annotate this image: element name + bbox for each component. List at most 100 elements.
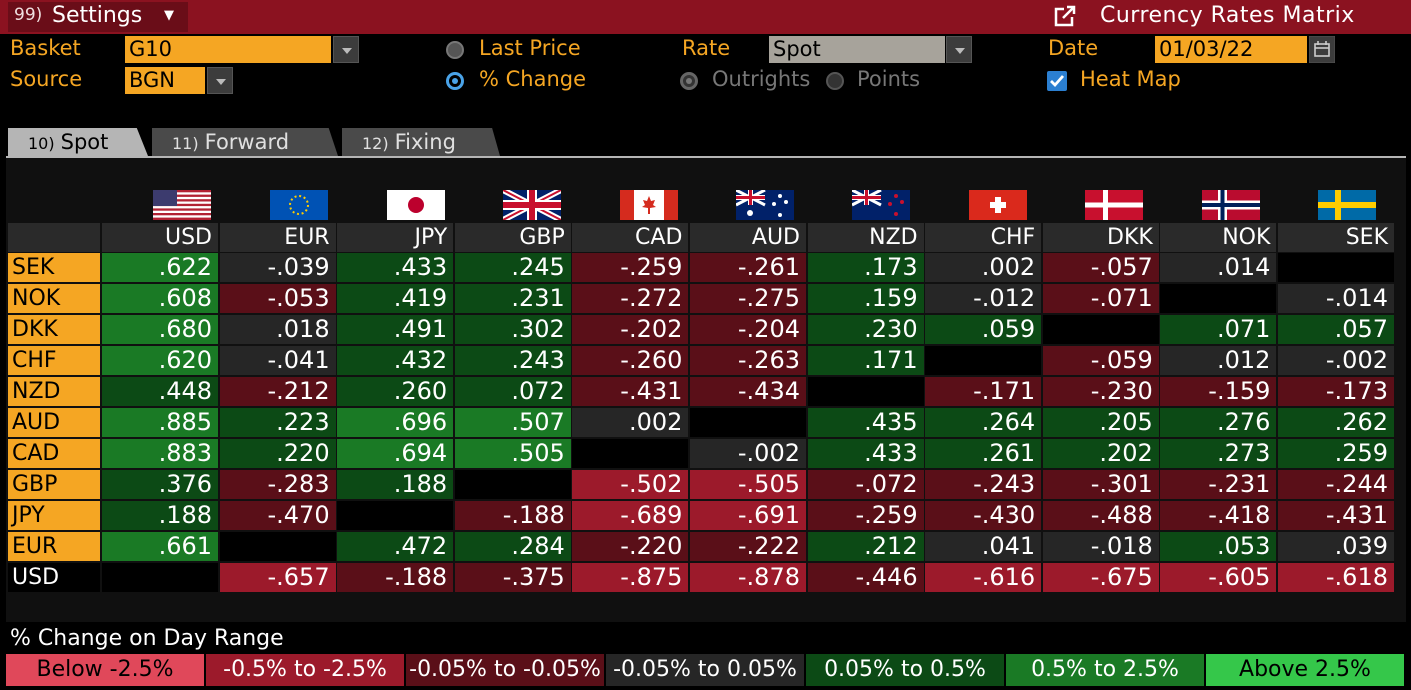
rate-cell[interactable]: -.072 <box>807 470 924 499</box>
settings-label[interactable]: Settings <box>52 3 143 28</box>
rate-cell[interactable]: .059 <box>925 315 1042 344</box>
rate-cell[interactable]: -.244 <box>1278 470 1394 499</box>
rate-cell[interactable] <box>1160 284 1277 313</box>
rate-cell[interactable]: .622 <box>102 253 218 282</box>
rate-cell[interactable]: -.875 <box>572 563 689 592</box>
rate-field[interactable]: Spot <box>769 36 945 63</box>
rate-cell[interactable]: -.053 <box>219 284 336 313</box>
rate-cell[interactable]: -.012 <box>925 284 1042 313</box>
column-header-gbp[interactable]: GBP <box>454 223 571 252</box>
rate-cell[interactable]: .432 <box>337 346 454 375</box>
rate-cell[interactable]: .188 <box>102 501 218 530</box>
rate-cell[interactable]: -.212 <box>219 377 336 406</box>
rate-cell[interactable]: .260 <box>337 377 454 406</box>
row-header-eur[interactable]: EUR <box>8 532 100 561</box>
rate-cell[interactable]: .433 <box>337 253 454 282</box>
rate-cell[interactable]: -.014 <box>1278 284 1394 313</box>
row-header-jpy[interactable]: JPY <box>8 501 100 530</box>
rate-cell[interactable]: -.605 <box>1160 563 1277 592</box>
rate-cell[interactable]: -.039 <box>219 253 336 282</box>
rate-cell[interactable]: .012 <box>1160 346 1277 375</box>
rate-cell[interactable]: -.059 <box>1042 346 1159 375</box>
rate-cell[interactable] <box>337 501 454 530</box>
tab-fixing[interactable]: 12) Fixing <box>342 128 500 156</box>
last-price-radio[interactable] <box>446 41 464 59</box>
row-header-chf[interactable]: CHF <box>8 346 100 375</box>
rate-cell[interactable]: .433 <box>807 439 924 468</box>
rate-cell[interactable]: .376 <box>102 470 218 499</box>
rate-cell[interactable]: -.259 <box>572 253 689 282</box>
rate-cell[interactable]: -.446 <box>807 563 924 592</box>
rate-cell[interactable]: .230 <box>807 315 924 344</box>
caret-down-icon[interactable]: ▼ <box>164 8 174 23</box>
rate-cell[interactable]: .188 <box>337 470 454 499</box>
rate-cell[interactable]: .202 <box>1042 439 1159 468</box>
rate-cell[interactable]: -.188 <box>454 501 571 530</box>
rate-cell[interactable]: .885 <box>102 408 218 437</box>
rate-cell[interactable]: .505 <box>454 439 571 468</box>
rate-cell[interactable]: .259 <box>1278 439 1394 468</box>
rate-cell[interactable]: -.018 <box>1042 532 1159 561</box>
rate-cell[interactable]: -.263 <box>690 346 806 375</box>
last-price-label[interactable]: Last Price <box>479 36 581 60</box>
row-header-nok[interactable]: NOK <box>8 284 100 313</box>
row-header-sek[interactable]: SEK <box>8 253 100 282</box>
points-label[interactable]: Points <box>857 67 921 91</box>
rate-cell[interactable] <box>1042 315 1159 344</box>
rate-cell[interactable] <box>102 563 218 592</box>
rate-cell[interactable]: .041 <box>925 532 1042 561</box>
rate-cell[interactable]: .472 <box>337 532 454 561</box>
rate-cell[interactable]: -.488 <box>1042 501 1159 530</box>
rate-cell[interactable] <box>219 532 336 561</box>
rate-cell[interactable]: -.222 <box>690 532 806 561</box>
rate-cell[interactable]: .243 <box>454 346 571 375</box>
rate-cell[interactable]: .273 <box>1160 439 1277 468</box>
basket-dropdown-icon[interactable] <box>333 36 359 63</box>
rate-cell[interactable]: .014 <box>1160 253 1277 282</box>
rate-cell[interactable]: -.202 <box>572 315 689 344</box>
column-header-usd[interactable]: USD <box>102 223 218 252</box>
rate-cell[interactable]: .173 <box>807 253 924 282</box>
rate-cell[interactable]: .212 <box>807 532 924 561</box>
rate-cell[interactable]: -.071 <box>1042 284 1159 313</box>
rate-cell[interactable]: .302 <box>454 315 571 344</box>
rate-cell[interactable]: -.470 <box>219 501 336 530</box>
rate-cell[interactable]: -.283 <box>219 470 336 499</box>
rate-cell[interactable]: -.430 <box>925 501 1042 530</box>
rate-cell[interactable] <box>807 377 924 406</box>
row-header-aud[interactable]: AUD <box>8 408 100 437</box>
settings-menu-button[interactable] <box>8 2 188 32</box>
column-header-jpy[interactable]: JPY <box>337 223 454 252</box>
rate-cell[interactable]: .053 <box>1160 532 1277 561</box>
rate-cell[interactable]: -.220 <box>572 532 689 561</box>
column-header-dkk[interactable]: DKK <box>1042 223 1159 252</box>
rate-cell[interactable]: .205 <box>1042 408 1159 437</box>
row-header-usd[interactable]: USD <box>8 563 100 592</box>
tab-forward[interactable]: 11) Forward <box>152 128 338 156</box>
rate-cell[interactable]: -.204 <box>690 315 806 344</box>
rate-dropdown-icon[interactable] <box>946 36 972 63</box>
row-header-cad[interactable]: CAD <box>8 439 100 468</box>
rate-cell[interactable] <box>690 408 806 437</box>
rate-cell[interactable]: -.502 <box>572 470 689 499</box>
rate-cell[interactable]: -.434 <box>690 377 806 406</box>
source-field[interactable]: BGN <box>125 67 205 94</box>
pct-change-label[interactable]: % Change <box>479 67 587 91</box>
calendar-icon[interactable] <box>1309 36 1335 63</box>
rate-cell[interactable]: -.301 <box>1042 470 1159 499</box>
rate-cell[interactable]: -.173 <box>1278 377 1394 406</box>
rate-cell[interactable]: .284 <box>454 532 571 561</box>
rate-cell[interactable]: -.260 <box>572 346 689 375</box>
rate-cell[interactable]: -.616 <box>925 563 1042 592</box>
rate-cell[interactable]: -.505 <box>690 470 806 499</box>
row-header-nzd[interactable]: NZD <box>8 377 100 406</box>
rate-cell[interactable]: .002 <box>925 253 1042 282</box>
rate-cell[interactable]: -.243 <box>925 470 1042 499</box>
rate-cell[interactable] <box>572 439 689 468</box>
rate-cell[interactable]: .696 <box>337 408 454 437</box>
rate-cell[interactable]: .220 <box>219 439 336 468</box>
rate-cell[interactable]: -.689 <box>572 501 689 530</box>
rate-cell[interactable]: .231 <box>454 284 571 313</box>
rate-cell[interactable]: -.618 <box>1278 563 1394 592</box>
rate-cell[interactable]: -.231 <box>1160 470 1277 499</box>
